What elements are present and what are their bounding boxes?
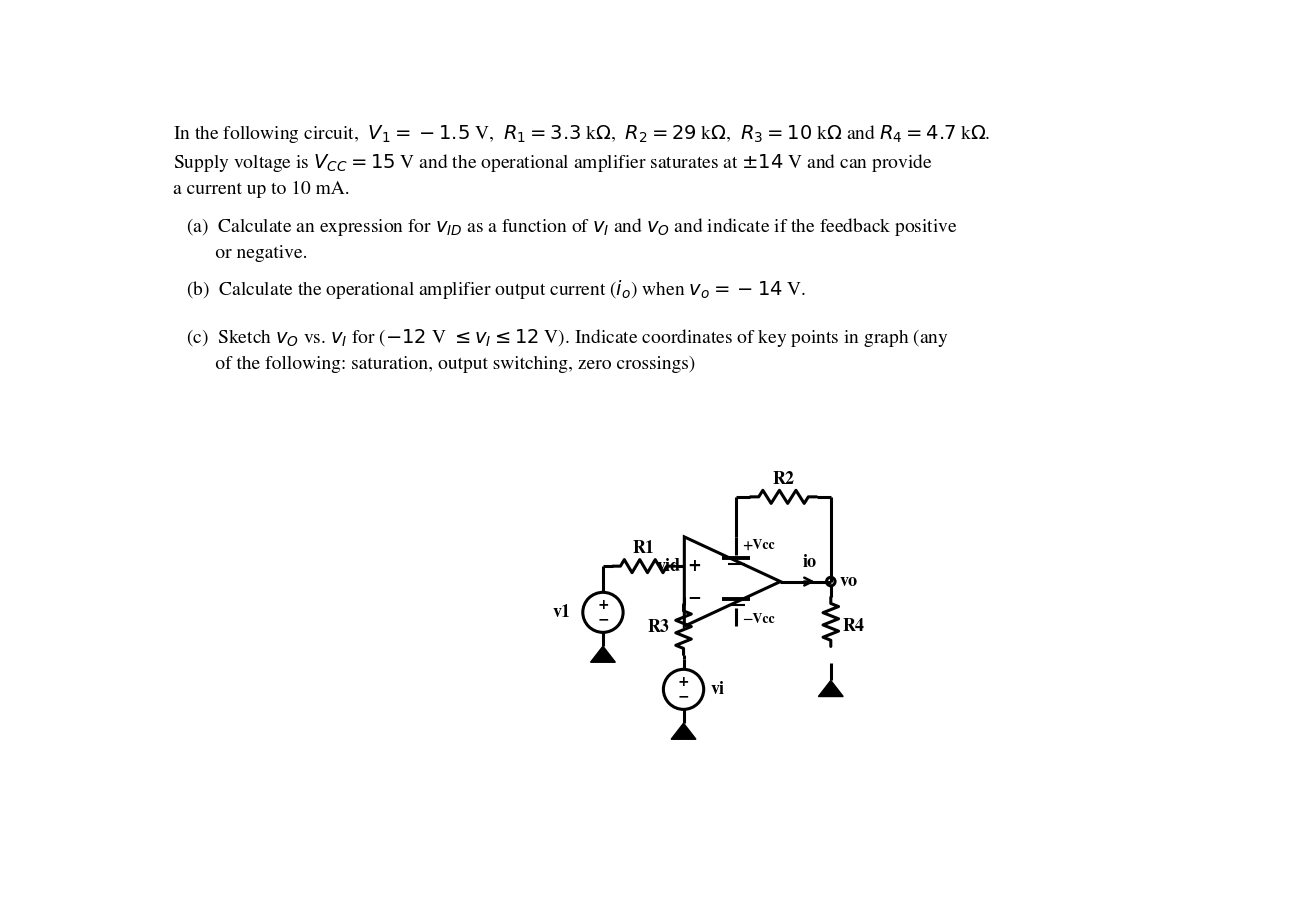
Text: a current up to 10 mA.: a current up to 10 mA. — [173, 181, 349, 198]
Text: R1: R1 — [633, 540, 655, 557]
Text: vo: vo — [840, 573, 858, 590]
Polygon shape — [819, 680, 844, 697]
Text: (a)  Calculate an expression for $v_{ID}$ as a function of $v_I$ and $v_O$ and i: (a) Calculate an expression for $v_{ID}$… — [186, 216, 958, 238]
Text: +: + — [687, 557, 702, 575]
Text: (c)  Sketch $v_O$ vs. $v_I$ for ($-12$ V $\leq v_I \leq 12$ V). Indicate coordin: (c) Sketch $v_O$ vs. $v_I$ for ($-12$ V … — [186, 327, 949, 349]
Text: +: + — [678, 675, 689, 689]
Text: R4: R4 — [842, 617, 865, 634]
Text: vid: vid — [658, 558, 681, 574]
Text: v1: v1 — [552, 604, 570, 621]
Text: −: − — [687, 588, 702, 606]
Text: −Vcc: −Vcc — [742, 613, 775, 626]
Text: −: − — [678, 689, 689, 703]
Text: io: io — [803, 554, 816, 571]
Text: or negative.: or negative. — [186, 245, 307, 262]
Text: −: − — [598, 612, 609, 626]
Text: vi: vi — [711, 681, 725, 698]
Text: R3: R3 — [647, 619, 669, 636]
Text: Supply voltage is $V_{CC} = 15$ V and the operational amplifier saturates at $\p: Supply voltage is $V_{CC} = 15$ V and th… — [173, 152, 932, 175]
Text: +Vcc: +Vcc — [742, 538, 775, 552]
Text: +: + — [598, 598, 609, 612]
Text: of the following: saturation, output switching, zero crossings): of the following: saturation, output swi… — [186, 356, 695, 373]
Polygon shape — [671, 724, 697, 739]
Polygon shape — [591, 646, 616, 662]
Text: R2: R2 — [772, 471, 794, 488]
Text: In the following circuit,  $V_1 = -1.5$ V,  $R_1 = 3.3$ k$\Omega$,  $R_2 = 29$ k: In the following circuit, $V_1 = -1.5$ V… — [173, 123, 991, 146]
Text: (b)  Calculate the operational amplifier output current ($i_o$) when $v_o = -14$: (b) Calculate the operational amplifier … — [186, 278, 806, 301]
